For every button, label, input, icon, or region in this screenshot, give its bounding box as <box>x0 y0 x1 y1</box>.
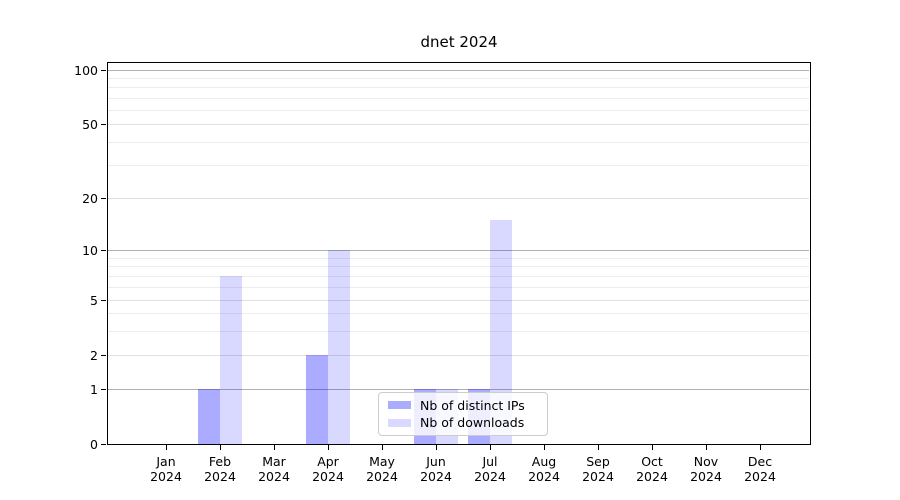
bar-distinct-ips-feb <box>198 389 220 444</box>
x-tick-label-may: May 2024 <box>366 454 398 484</box>
x-tick-dec <box>760 445 761 450</box>
x-tick-jan <box>166 445 167 450</box>
y-tick-label-0: 0 <box>90 437 98 452</box>
y-tick-1 <box>101 389 106 390</box>
legend-swatch-distinct-ips <box>388 401 411 410</box>
x-tick-jun <box>436 445 437 450</box>
x-tick-label-oct: Oct 2024 <box>636 454 668 484</box>
x-tick-apr <box>328 445 329 450</box>
x-tick-label-aug: Aug 2024 <box>528 454 560 484</box>
x-tick-label-apr: Apr 2024 <box>312 454 344 484</box>
x-tick-aug <box>544 445 545 450</box>
legend-item-distinct-ips: Nb of distinct IPs <box>388 398 538 413</box>
gridline-50 <box>108 124 809 125</box>
x-tick-mar <box>274 445 275 450</box>
gridline-4 <box>108 313 809 314</box>
y-tick-10 <box>101 250 106 251</box>
x-tick-feb <box>220 445 221 450</box>
gridline-40 <box>108 142 809 143</box>
x-tick-label-feb: Feb 2024 <box>204 454 236 484</box>
y-tick-label-50: 50 <box>82 117 98 132</box>
y-tick-0 <box>101 444 106 445</box>
gridline-3 <box>108 331 809 332</box>
x-tick-nov <box>706 445 707 450</box>
y-tick-label-100: 100 <box>74 63 98 78</box>
y-tick-50 <box>101 124 106 125</box>
x-tick-sep <box>598 445 599 450</box>
gridline-100 <box>108 70 809 71</box>
x-tick-jul <box>490 445 491 450</box>
plot-frame <box>107 62 811 445</box>
x-tick-may <box>382 445 383 450</box>
gridline-10 <box>108 250 809 251</box>
bar-distinct-ips-apr <box>306 355 328 444</box>
chart-title: dnet 2024 <box>420 33 498 51</box>
gridline-60 <box>108 110 809 111</box>
y-tick-label-1: 1 <box>90 382 98 397</box>
y-tick-5 <box>101 300 106 301</box>
gridline-2 <box>108 355 809 356</box>
gridline-6 <box>108 287 809 288</box>
bar-downloads-apr <box>328 250 350 444</box>
x-tick-label-sep: Sep 2024 <box>582 454 614 484</box>
gridline-80 <box>108 87 809 88</box>
y-tick-label-20: 20 <box>82 191 98 206</box>
gridline-90 <box>108 78 809 79</box>
x-tick-label-jun: Jun 2024 <box>420 454 452 484</box>
gridline-20 <box>108 198 809 199</box>
x-tick-label-nov: Nov 2024 <box>690 454 722 484</box>
gridline-30 <box>108 165 809 166</box>
x-tick-label-dec: Dec 2024 <box>744 454 776 484</box>
x-tick-label-jul: Jul 2024 <box>474 454 506 484</box>
legend-swatch-downloads <box>388 418 411 427</box>
gridline-8 <box>108 266 809 267</box>
gridline-5 <box>108 300 809 301</box>
x-tick-label-jan: Jan 2024 <box>150 454 182 484</box>
bar-downloads-feb <box>220 275 242 444</box>
legend-item-downloads: Nb of downloads <box>388 415 538 430</box>
y-tick-label-2: 2 <box>90 348 98 363</box>
bar-downloads-jul <box>490 219 512 444</box>
legend-label-distinct-ips: Nb of distinct IPs <box>420 397 525 413</box>
legend: Nb of distinct IPs Nb of downloads <box>378 392 548 436</box>
y-tick-100 <box>101 70 106 71</box>
gridline-70 <box>108 98 809 99</box>
y-tick-2 <box>101 355 106 356</box>
gridline-1 <box>108 389 809 390</box>
gridline-7 <box>108 276 809 277</box>
y-tick-label-10: 10 <box>82 243 98 258</box>
gridline-9 <box>108 258 809 259</box>
x-tick-label-mar: Mar 2024 <box>258 454 290 484</box>
y-tick-label-5: 5 <box>90 293 98 308</box>
x-tick-oct <box>652 445 653 450</box>
y-tick-20 <box>101 198 106 199</box>
legend-label-downloads: Nb of downloads <box>420 415 525 431</box>
